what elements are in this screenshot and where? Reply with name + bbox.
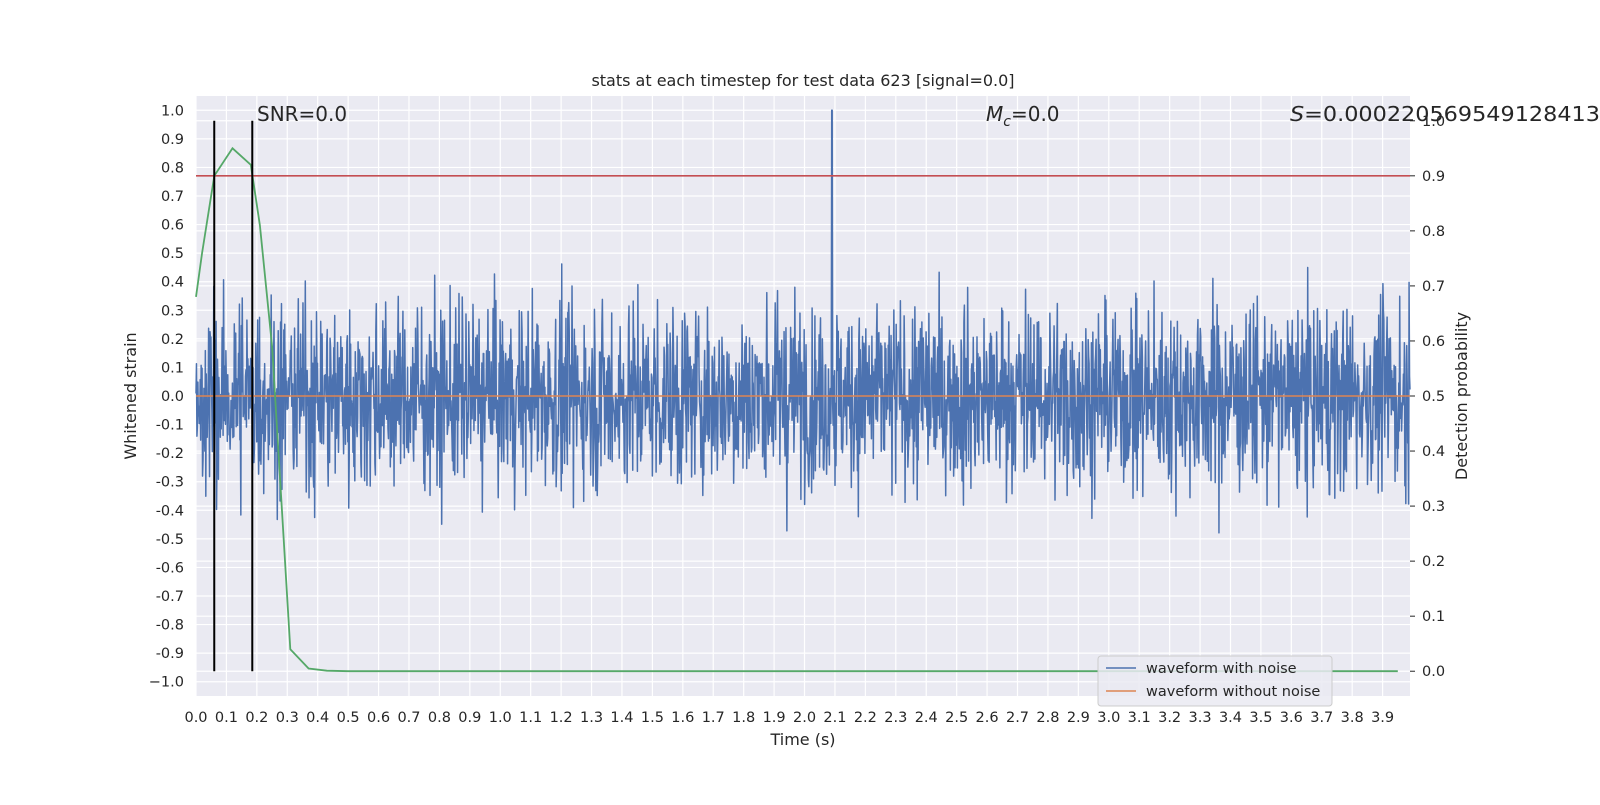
s-symbol: S xyxy=(1290,102,1305,126)
x-tick-label: 0.7 xyxy=(397,710,420,726)
x-tick-label: 3.8 xyxy=(1341,710,1364,726)
overlays xyxy=(195,120,1410,673)
y2-tick-label: 0.0 xyxy=(1422,664,1445,680)
y2-tick-label: 0.6 xyxy=(1422,334,1445,350)
x-tick-label: 1.2 xyxy=(550,710,573,726)
x-tick-label: 1.8 xyxy=(732,710,755,726)
x-tick-label: 1.6 xyxy=(671,710,694,726)
y-axis-label: Whitened strain xyxy=(121,332,140,459)
chart-title: stats at each timestep for test data 623… xyxy=(591,71,1014,90)
chirp-mass-symbol: M xyxy=(986,102,1003,126)
x-tick-label: 1.4 xyxy=(610,710,633,726)
y2-tick-label: 0.9 xyxy=(1422,169,1445,185)
y-tick-label: 0.9 xyxy=(161,132,184,148)
y-tick-label: −1.0 xyxy=(149,675,184,691)
x-tick-label: 2.6 xyxy=(976,710,999,726)
x-tick-label: 1.0 xyxy=(489,710,512,726)
y-tick-label: 1.0 xyxy=(161,103,184,119)
legend: waveform with noise waveform without noi… xyxy=(1097,655,1333,707)
x-tick-label: 0.9 xyxy=(458,710,481,726)
y-tick-label: 0.8 xyxy=(161,160,184,176)
legend-box xyxy=(1097,655,1333,707)
legend-label-without-noise: waveform without noise xyxy=(1146,684,1320,700)
y2-tick-label: 1.0 xyxy=(1422,114,1445,130)
x-tick-label: 2.4 xyxy=(915,710,938,726)
legend-label-with-noise: waveform with noise xyxy=(1146,661,1297,677)
series-waveform-with-noise xyxy=(195,109,1411,534)
x-tick-labels: 0.0 0.1 0.2 0.3 0.4 0.5 0.6 0.7 0.8 0.9 1.0 1.1 1.2 1… xyxy=(184,710,1394,726)
y-tick-label: -0.7 xyxy=(156,589,184,605)
x-tick-label: 3.0 xyxy=(1097,710,1120,726)
x-tick-label: 1.3 xyxy=(580,710,603,726)
x-tick-label: 2.1 xyxy=(823,710,846,726)
snr-annotation: SNR=0.0 xyxy=(257,102,347,126)
y-tick-label: -0.5 xyxy=(156,532,184,548)
x-tick-label: 3.4 xyxy=(1219,710,1242,726)
x-axis-label: Time (s) xyxy=(769,730,835,749)
y-tick-label: 0.2 xyxy=(161,332,184,348)
x-tick-label: 1.7 xyxy=(702,710,725,726)
s-annotation: S=0.000220569549128413 xyxy=(1290,102,1600,126)
y-tick-label: 0.4 xyxy=(161,275,184,291)
x-tick-label: 3.9 xyxy=(1371,710,1394,726)
x-tick-label: 2.9 xyxy=(1067,710,1090,726)
y-tick-label: -0.3 xyxy=(156,475,184,491)
y-tick-label: -0.6 xyxy=(156,560,184,576)
x-tick-label: 0.4 xyxy=(306,710,329,726)
detection-probability-line xyxy=(195,146,1398,673)
y-tick-label: 0.1 xyxy=(161,360,184,376)
x-tick-label: 1.5 xyxy=(641,710,664,726)
x-tick-label: 2.2 xyxy=(854,710,877,726)
x-tick-label: 0.1 xyxy=(215,710,238,726)
x-tick-label: 0.2 xyxy=(245,710,268,726)
x-tick-label: 0.5 xyxy=(337,710,360,726)
x-tick-label: 0.3 xyxy=(276,710,299,726)
y-tick-label: 0.0 xyxy=(161,389,184,405)
x-tick-label: 3.2 xyxy=(1158,710,1181,726)
y-tick-label: 0.3 xyxy=(161,303,184,319)
x-tick-label: 1.9 xyxy=(763,710,786,726)
x-tick-label: 3.7 xyxy=(1310,710,1333,726)
y-tick-label: -0.2 xyxy=(156,446,184,462)
y-tick-label: 0.5 xyxy=(161,246,184,262)
x-tick-label: 2.5 xyxy=(945,710,968,726)
y-tick-labels: 1.0 0.9 0.8 0.7 0.6 0.5 0.4 0.3 0.2 0.1 0.0 -0.1 -0.… xyxy=(149,103,184,690)
chirp-mass-value: =0.0 xyxy=(1011,102,1060,126)
x-tick-label: 2.7 xyxy=(1006,710,1029,726)
y2-axis-label: Detection probability xyxy=(1452,312,1471,480)
y2-tick-label: 0.5 xyxy=(1422,389,1445,405)
s-value: =0.000220569549128413 xyxy=(1304,102,1600,126)
chirp-mass-subscript: c xyxy=(1003,114,1011,130)
y2-tick-label: 0.4 xyxy=(1422,444,1445,460)
chirp-mass-annotation: Mc=0.0 xyxy=(986,102,1060,130)
waveform-with-noise-line xyxy=(195,109,1411,534)
x-tick-label: 0.0 xyxy=(184,710,207,726)
x-tick-label: 0.8 xyxy=(428,710,451,726)
x-tick-label: 0.6 xyxy=(367,710,390,726)
x-tick-label: 3.1 xyxy=(1128,710,1151,726)
y2-tick-label: 0.2 xyxy=(1422,554,1445,570)
y2-tick-labels: 1.0 0.9 0.8 0.7 0.6 0.5 0.4 0.3 0.2 0.1 0.0 xyxy=(1410,114,1445,680)
x-tick-label: 3.5 xyxy=(1249,710,1272,726)
x-tick-label: 2.0 xyxy=(793,710,816,726)
y2-tick-label: 0.8 xyxy=(1422,224,1445,240)
y-tick-label: 0.6 xyxy=(161,218,184,234)
y2-tick-label: 0.3 xyxy=(1422,499,1445,515)
x-tick-label: 2.3 xyxy=(884,710,907,726)
x-tick-label: 1.1 xyxy=(519,710,542,726)
y-tick-label: -0.1 xyxy=(156,418,184,434)
y-tick-label: -0.9 xyxy=(156,646,184,662)
x-tick-label: 2.8 xyxy=(1036,710,1059,726)
y2-tick-label: 0.1 xyxy=(1422,609,1445,625)
y-tick-label: -0.8 xyxy=(156,618,184,634)
x-tick-label: 3.3 xyxy=(1189,710,1212,726)
y2-tick-label: 0.7 xyxy=(1422,279,1445,295)
y-tick-label: 0.7 xyxy=(161,189,184,205)
y-tick-label: -0.4 xyxy=(156,503,184,519)
x-tick-label: 3.6 xyxy=(1280,710,1303,726)
